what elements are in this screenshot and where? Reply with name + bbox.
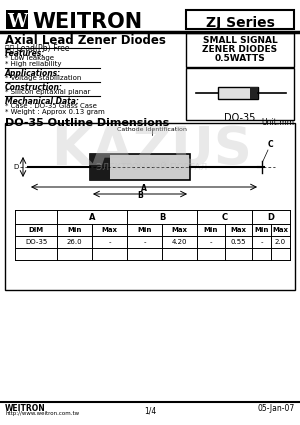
Text: Applications:: Applications: — [5, 69, 61, 78]
Bar — [90, 154, 110, 180]
Text: SMALL SIGNAL: SMALL SIGNAL — [202, 36, 278, 45]
Text: ZENER DIODES: ZENER DIODES — [202, 45, 278, 54]
Text: C: C — [268, 140, 274, 149]
Text: ЭЛЕКТРОННЫЙ ПОРТАЛ: ЭЛЕКТРОННЫЙ ПОРТАЛ — [96, 162, 208, 172]
Text: DO-35: DO-35 — [224, 113, 256, 123]
Text: Mechanical Data:: Mechanical Data: — [5, 97, 79, 106]
Text: A: A — [141, 184, 147, 193]
Bar — [186, 10, 294, 29]
Text: WEITRON: WEITRON — [5, 404, 46, 413]
Text: Max: Max — [172, 227, 188, 233]
Text: W: W — [7, 13, 27, 31]
Bar — [218, 87, 258, 99]
Text: 0.5WATTS: 0.5WATTS — [214, 54, 266, 63]
Bar — [90, 154, 190, 180]
Text: D: D — [268, 212, 274, 221]
Text: KAZUS: KAZUS — [52, 124, 252, 176]
Text: Unit:mm: Unit:mm — [261, 118, 294, 127]
Text: * Low leakage: * Low leakage — [5, 55, 54, 61]
Text: http://www.weitron.com.tw: http://www.weitron.com.tw — [5, 411, 79, 416]
Text: * Case : DO-35 Glass Case: * Case : DO-35 Glass Case — [5, 103, 97, 109]
Text: Min: Min — [204, 227, 218, 233]
Bar — [186, 68, 294, 120]
Text: Cathode Identification: Cathode Identification — [117, 127, 187, 132]
Bar — [186, 33, 294, 67]
Text: -: - — [108, 239, 111, 245]
Bar — [6, 10, 28, 29]
Text: * High reliability: * High reliability — [5, 61, 62, 67]
Bar — [250, 87, 258, 99]
Text: * Voltage stabilization: * Voltage stabilization — [5, 75, 81, 81]
Text: 0.55: 0.55 — [231, 239, 246, 245]
Text: Max: Max — [272, 227, 289, 233]
Text: B: B — [159, 212, 165, 221]
Text: Min: Min — [137, 227, 152, 233]
Text: 1/4: 1/4 — [144, 407, 156, 416]
Text: DO-35 Outline Dimensions: DO-35 Outline Dimensions — [5, 118, 169, 128]
Text: Ⓛⓦ Lead(Pb)-Free: Ⓛⓦ Lead(Pb)-Free — [5, 43, 70, 52]
Text: Max: Max — [101, 227, 118, 233]
Text: Min: Min — [67, 227, 82, 233]
Text: D: D — [14, 164, 19, 170]
Text: DIM: DIM — [28, 227, 44, 233]
Text: 05-Jan-07: 05-Jan-07 — [258, 404, 295, 413]
Text: -: - — [143, 239, 146, 245]
Text: Max: Max — [230, 227, 247, 233]
Bar — [5, 123, 295, 290]
Text: -: - — [210, 239, 212, 245]
Text: B: B — [137, 191, 143, 200]
Text: ZJ Series: ZJ Series — [206, 16, 274, 30]
Text: -: - — [260, 239, 263, 245]
Text: Min: Min — [254, 227, 269, 233]
Text: C: C — [221, 212, 228, 221]
Text: * Silicon epitaxial planar: * Silicon epitaxial planar — [5, 89, 90, 95]
Text: Axial Lead Zener Diodes: Axial Lead Zener Diodes — [5, 34, 166, 47]
Text: 2.0: 2.0 — [275, 239, 286, 245]
Text: 4.20: 4.20 — [172, 239, 187, 245]
Text: A: A — [89, 212, 95, 221]
Text: Features:: Features: — [5, 49, 45, 58]
Text: * Weight : Approx 0.13 gram: * Weight : Approx 0.13 gram — [5, 109, 105, 115]
Text: 26.0: 26.0 — [67, 239, 82, 245]
Text: WEITRON: WEITRON — [32, 12, 142, 32]
Text: Construction:: Construction: — [5, 83, 63, 92]
Text: DO-35: DO-35 — [25, 239, 47, 245]
